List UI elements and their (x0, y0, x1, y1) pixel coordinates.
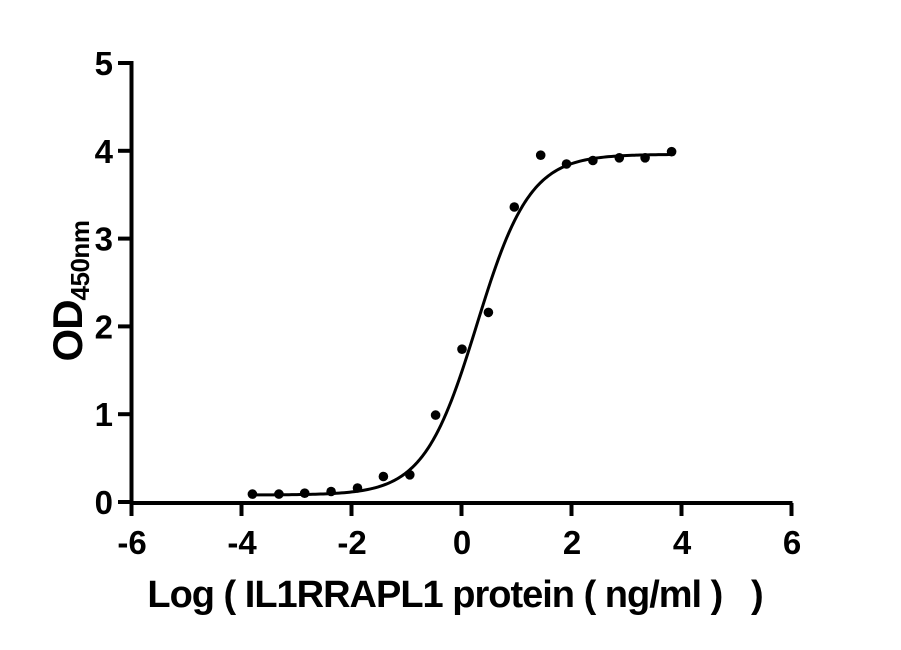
data-point (640, 153, 650, 163)
data-point (483, 307, 494, 318)
y-tick-label: 5 (95, 45, 113, 82)
tick-labels: 0 1 2 3 4 5 -6 -4 -2 0 2 4 6 (95, 45, 802, 561)
data-point (405, 470, 415, 480)
data-point (509, 202, 520, 212)
data-point (457, 344, 467, 355)
x-tick-label: -2 (337, 524, 366, 561)
y-tick-label: 1 (95, 396, 113, 433)
fit-curve (250, 153, 674, 497)
data-point (299, 488, 310, 499)
x-axis-title: Log ( IL1RRAPL1 protein ( ng/ml ) ) (147, 574, 763, 616)
data-point (326, 486, 336, 497)
data-point (247, 489, 258, 499)
x-tick-label: 6 (783, 524, 801, 561)
fit-curve-layer (250, 153, 674, 497)
data-point (352, 483, 363, 493)
x-tick-label: -4 (227, 524, 257, 561)
x-tick-label: 2 (563, 524, 581, 561)
x-tick-label: 4 (673, 524, 692, 561)
data-point (561, 159, 572, 169)
data-points-layer (247, 146, 677, 499)
axes (118, 61, 794, 516)
y-axis-title: OD450nm (44, 221, 96, 362)
y-axis-title-main: OD (44, 300, 91, 362)
data-point (378, 471, 389, 482)
data-point (588, 155, 598, 166)
data-point (430, 410, 441, 420)
x-tick-label: 0 (453, 524, 471, 561)
y-tick-label: 4 (95, 133, 114, 170)
data-point (274, 489, 284, 499)
y-axis-title-subscript: 450nm (65, 220, 95, 301)
y-tick-label: 0 (95, 484, 113, 521)
data-point (614, 153, 625, 163)
data-point (535, 150, 546, 160)
y-tick-label: 2 (95, 308, 113, 345)
x-tick-label: -6 (117, 524, 146, 561)
y-tick-label: 3 (95, 221, 113, 258)
data-point (666, 146, 677, 157)
